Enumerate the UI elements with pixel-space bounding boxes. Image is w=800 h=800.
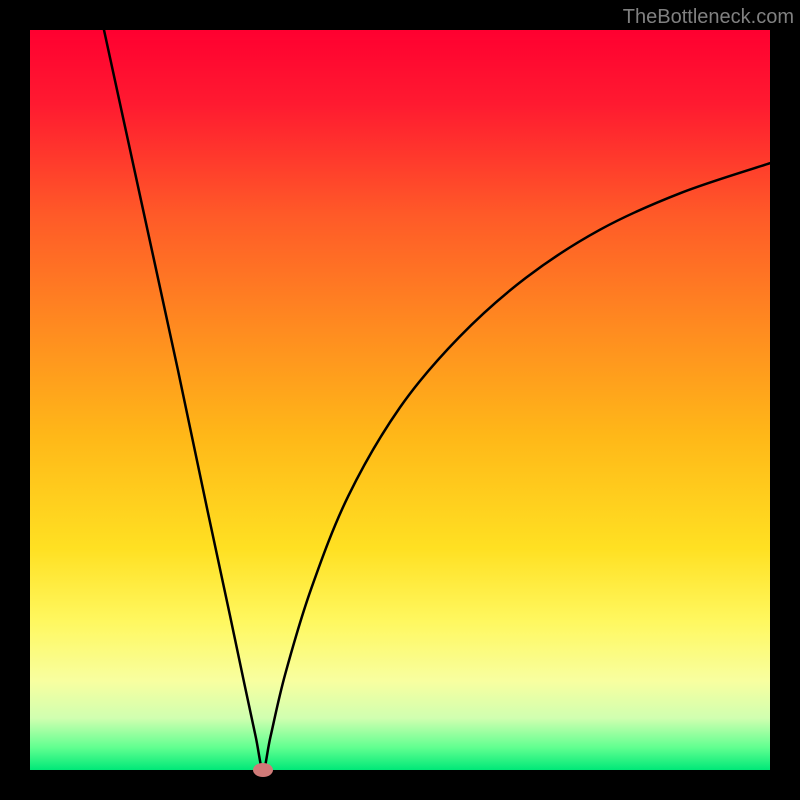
watermark-text: TheBottleneck.com bbox=[623, 6, 794, 29]
vertex-marker bbox=[253, 763, 273, 777]
plot-area bbox=[30, 30, 770, 770]
bottleneck-curve bbox=[30, 30, 770, 770]
curve-path bbox=[104, 30, 770, 770]
